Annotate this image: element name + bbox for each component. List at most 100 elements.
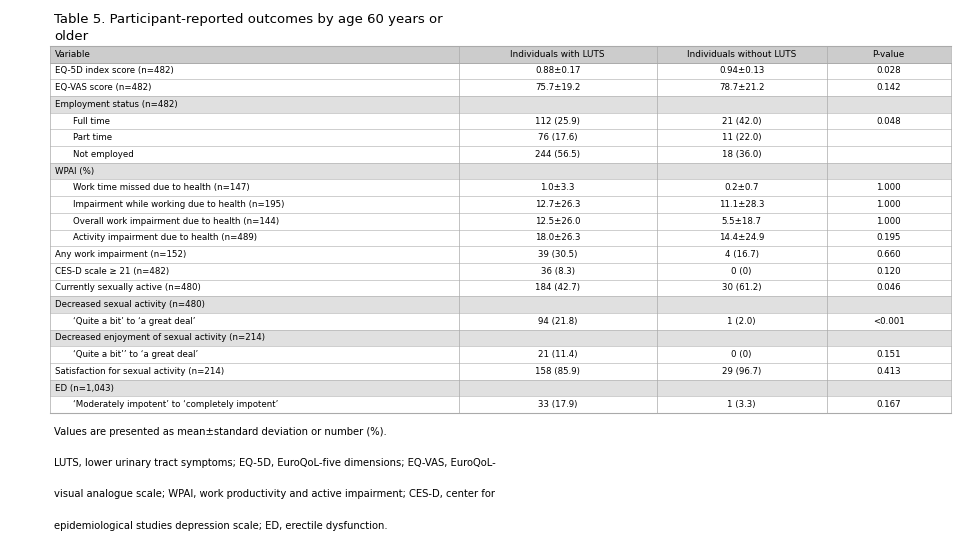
Text: International Neurourology Journal 2015;19:120-129: International Neurourology Journal 2015;… — [15, 165, 25, 375]
Text: Employment status (n=482): Employment status (n=482) — [55, 100, 178, 109]
Bar — [50, 263, 950, 280]
Text: 29 (96.7): 29 (96.7) — [722, 367, 761, 376]
Text: 0.167: 0.167 — [876, 400, 901, 409]
Text: 0.413: 0.413 — [876, 367, 901, 376]
Text: 158 (85.9): 158 (85.9) — [536, 367, 580, 376]
Text: Activity impairment due to health (n=489): Activity impairment due to health (n=489… — [73, 233, 257, 242]
Bar — [50, 130, 950, 146]
Text: P-value: P-value — [873, 50, 905, 59]
Bar — [50, 296, 950, 313]
Text: Individuals with LUTS: Individuals with LUTS — [511, 50, 605, 59]
Bar — [50, 79, 950, 96]
Text: 0.195: 0.195 — [876, 233, 901, 242]
Text: 1.000: 1.000 — [876, 183, 901, 192]
Text: 0 (0): 0 (0) — [732, 350, 752, 359]
Text: WPAI (%): WPAI (%) — [55, 166, 94, 176]
Text: EQ-5D index score (n=482): EQ-5D index score (n=482) — [55, 66, 174, 76]
Text: 0.660: 0.660 — [876, 250, 901, 259]
Text: ‘Quite a bit’’ to ‘a great deal’: ‘Quite a bit’’ to ‘a great deal’ — [73, 350, 199, 359]
Bar — [50, 329, 950, 346]
Text: Table 5. Participant-reported outcomes by age 60 years or: Table 5. Participant-reported outcomes b… — [54, 14, 443, 26]
Bar — [50, 146, 950, 163]
Text: Overall work impairment due to health (n=144): Overall work impairment due to health (n… — [73, 217, 279, 226]
Text: 112 (25.9): 112 (25.9) — [536, 117, 580, 125]
Text: 0.94±0.13: 0.94±0.13 — [719, 66, 764, 76]
Text: 33 (17.9): 33 (17.9) — [538, 400, 577, 409]
Text: 30 (61.2): 30 (61.2) — [722, 284, 761, 293]
Bar — [50, 363, 950, 380]
Bar — [50, 246, 950, 263]
Text: 184 (42.7): 184 (42.7) — [535, 284, 580, 293]
Text: Currently sexually active (n=480): Currently sexually active (n=480) — [55, 284, 201, 293]
Text: 78.7±21.2: 78.7±21.2 — [719, 83, 764, 92]
Text: 1 (2.0): 1 (2.0) — [728, 317, 756, 326]
Text: 1.000: 1.000 — [876, 217, 901, 226]
Text: 0.046: 0.046 — [876, 284, 901, 293]
Text: 0.151: 0.151 — [876, 350, 901, 359]
Text: Work time missed due to health (n=147): Work time missed due to health (n=147) — [73, 183, 250, 192]
Text: 4 (16.7): 4 (16.7) — [725, 250, 758, 259]
Text: Values are presented as mean±standard deviation or number (%).: Values are presented as mean±standard de… — [54, 427, 387, 437]
Text: ‘Quite a bit’ to ‘a great deal’: ‘Quite a bit’ to ‘a great deal’ — [73, 317, 196, 326]
Text: 5.5±18.7: 5.5±18.7 — [722, 217, 761, 226]
Bar — [50, 179, 950, 196]
Text: Not employed: Not employed — [73, 150, 134, 159]
Text: ED (n=1,043): ED (n=1,043) — [55, 383, 114, 393]
Text: 39 (30.5): 39 (30.5) — [538, 250, 577, 259]
Text: 21 (11.4): 21 (11.4) — [538, 350, 577, 359]
Text: 14.4±24.9: 14.4±24.9 — [719, 233, 764, 242]
Text: Impairment while working due to health (n=195): Impairment while working due to health (… — [73, 200, 285, 209]
Text: 0.048: 0.048 — [876, 117, 901, 125]
Bar — [50, 196, 950, 213]
Text: EQ-VAS score (n=482): EQ-VAS score (n=482) — [55, 83, 152, 92]
Text: 0.2±0.7: 0.2±0.7 — [725, 183, 758, 192]
Bar — [50, 230, 950, 246]
Text: 36 (8.3): 36 (8.3) — [540, 267, 575, 276]
Text: 0.88±0.17: 0.88±0.17 — [535, 66, 581, 76]
Text: 1.0±3.3: 1.0±3.3 — [540, 183, 575, 192]
Text: 1 (3.3): 1 (3.3) — [728, 400, 756, 409]
Text: Part time: Part time — [73, 133, 112, 142]
Text: <0.001: <0.001 — [873, 317, 904, 326]
Text: 18 (36.0): 18 (36.0) — [722, 150, 761, 159]
Text: 76 (17.6): 76 (17.6) — [538, 133, 577, 142]
Bar — [50, 163, 950, 179]
Bar — [50, 63, 950, 79]
Bar — [50, 113, 950, 130]
Text: Variable: Variable — [55, 50, 91, 59]
Text: 244 (56.5): 244 (56.5) — [535, 150, 580, 159]
Bar — [50, 280, 950, 296]
Text: 21 (42.0): 21 (42.0) — [722, 117, 761, 125]
Bar — [50, 346, 950, 363]
Text: 0 (0): 0 (0) — [732, 267, 752, 276]
Text: 0.142: 0.142 — [876, 83, 901, 92]
Bar — [50, 396, 950, 413]
Text: 0.028: 0.028 — [876, 66, 901, 76]
Text: 0.120: 0.120 — [876, 267, 901, 276]
Text: ‘Moderately impotent’ to ‘completely impotent’: ‘Moderately impotent’ to ‘completely imp… — [73, 400, 278, 409]
Text: 18.0±26.3: 18.0±26.3 — [535, 233, 581, 242]
Text: Decreased enjoyment of sexual activity (n=214): Decreased enjoyment of sexual activity (… — [55, 334, 265, 342]
Text: 11 (22.0): 11 (22.0) — [722, 133, 761, 142]
Text: LUTS, lower urinary tract symptoms; EQ-5D, EuroQoL-five dimensions; EQ-VAS, Euro: LUTS, lower urinary tract symptoms; EQ-5… — [54, 458, 496, 468]
Bar — [50, 380, 950, 396]
Text: Any work impairment (n=152): Any work impairment (n=152) — [55, 250, 186, 259]
Text: 11.1±28.3: 11.1±28.3 — [719, 200, 764, 209]
Bar — [50, 96, 950, 113]
Text: Satisfaction for sexual activity (n=214): Satisfaction for sexual activity (n=214) — [55, 367, 224, 376]
Bar — [50, 46, 950, 63]
Bar — [50, 313, 950, 329]
Text: Individuals without LUTS: Individuals without LUTS — [687, 50, 796, 59]
Text: epidemiological studies depression scale; ED, erectile dysfunction.: epidemiological studies depression scale… — [54, 521, 388, 531]
Text: 1.000: 1.000 — [876, 200, 901, 209]
Text: 12.7±26.3: 12.7±26.3 — [535, 200, 581, 209]
Text: CES-D scale ≥ 21 (n=482): CES-D scale ≥ 21 (n=482) — [55, 267, 169, 276]
Text: Decreased sexual activity (n=480): Decreased sexual activity (n=480) — [55, 300, 204, 309]
Bar — [50, 213, 950, 230]
Text: Full time: Full time — [73, 117, 110, 125]
Text: 75.7±19.2: 75.7±19.2 — [535, 83, 581, 92]
Text: 94 (21.8): 94 (21.8) — [538, 317, 577, 326]
Text: older: older — [54, 30, 88, 43]
Text: 12.5±26.0: 12.5±26.0 — [535, 217, 581, 226]
Text: visual analogue scale; WPAI, work productivity and active impairment; CES-D, cen: visual analogue scale; WPAI, work produc… — [54, 489, 495, 500]
